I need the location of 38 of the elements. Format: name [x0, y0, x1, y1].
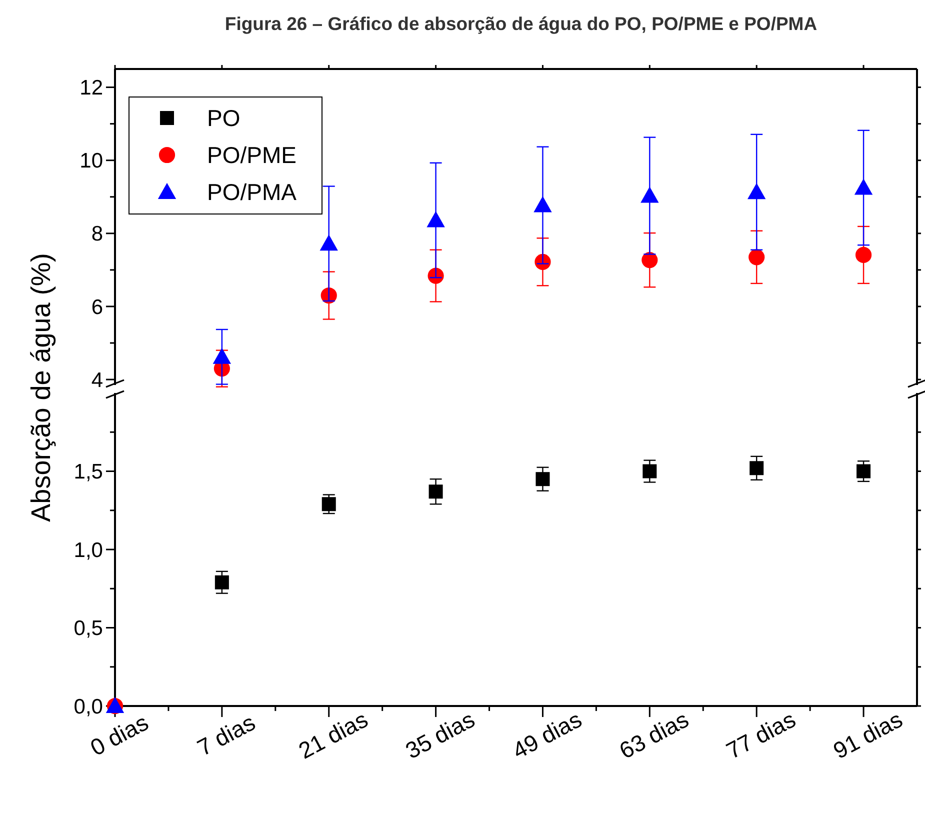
y-tick-label: 4 [91, 368, 104, 392]
point [856, 464, 871, 478]
point [428, 484, 443, 499]
y-tick-label: 10 [80, 150, 103, 173]
point [855, 246, 872, 263]
point [320, 234, 338, 251]
y-tick-label: 6 [91, 296, 103, 319]
x-tick-label: 63 dias [615, 706, 693, 764]
y-tick-label: 0,5 [74, 617, 103, 640]
point [426, 211, 445, 228]
point [750, 461, 764, 476]
x-tick-label: 49 dias [508, 706, 586, 764]
legend-label: PO/PME [207, 142, 296, 168]
x-tick-label: 91 dias [828, 706, 907, 764]
point [534, 196, 552, 212]
x-tick-label: 7 dias [192, 709, 260, 761]
point [748, 183, 766, 200]
x-tick-label: 77 dias [722, 706, 800, 764]
y-tick-label: 1,5 [74, 460, 103, 484]
x-tick-label: 21 dias [294, 706, 372, 764]
point [212, 348, 232, 364]
point [748, 249, 765, 266]
point [214, 575, 229, 590]
x-tick-label: 35 dias [401, 706, 479, 764]
y-tick-label: 1,0 [74, 538, 103, 562]
point [642, 464, 657, 478]
point [640, 186, 659, 203]
y-tick-label: 0,0 [74, 695, 103, 718]
point [642, 252, 658, 268]
legend-label: PO/PMA [207, 179, 298, 206]
y-tick-label: 8 [91, 222, 103, 246]
point [854, 178, 873, 195]
point [536, 472, 550, 486]
y-tick-label: 12 [80, 76, 103, 100]
legend-label: PO [207, 105, 240, 132]
point [322, 497, 336, 512]
chart-title: Figura 26 – Gráfico de absorção de água do PO, PO/PME e PO/PMA [224, 13, 818, 34]
y-axis-title: Absorção de água (%) [26, 253, 56, 522]
